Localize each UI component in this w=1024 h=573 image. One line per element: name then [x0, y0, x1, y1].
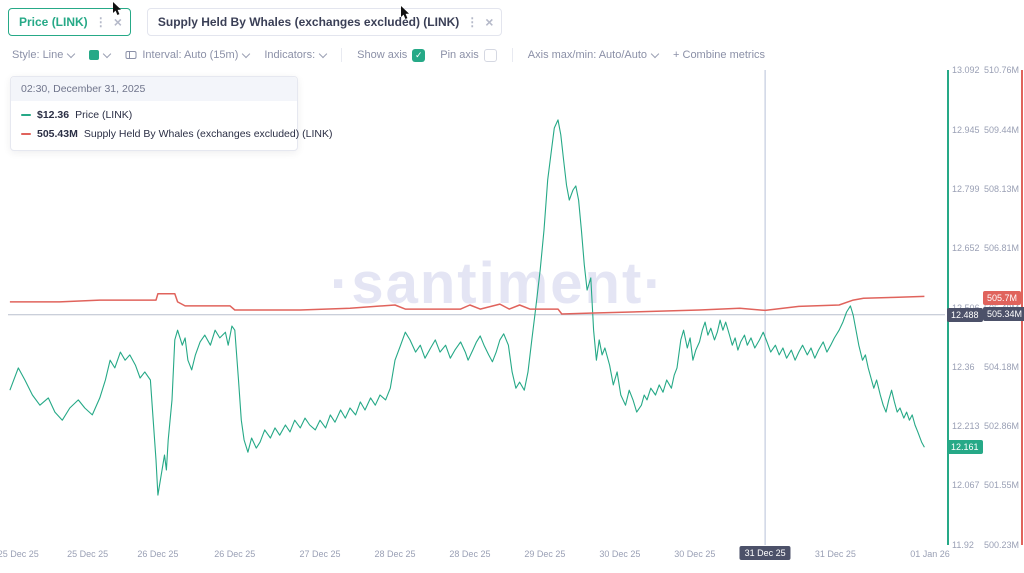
- show-axis-toggle[interactable]: Show axis ✓: [357, 48, 426, 62]
- tab-supply-label: Supply Held By Whales (exchanges exclude…: [157, 15, 460, 29]
- indicators-dropdown[interactable]: Indicators:: [264, 49, 328, 61]
- x-axis-label: 28 Dec 25: [449, 549, 491, 559]
- tooltip-row-supply: 505.43M Supply Held By Whales (exchanges…: [21, 128, 333, 140]
- chevron-down-icon: [67, 49, 76, 58]
- toolbar-divider: [511, 48, 513, 62]
- indicators-label: Indicators:: [264, 49, 316, 61]
- price-axis-label: 12.213: [952, 421, 980, 432]
- close-icon[interactable]: ×: [485, 14, 494, 30]
- kebab-menu-icon[interactable]: ⋮: [466, 15, 479, 29]
- close-icon[interactable]: ×: [113, 14, 122, 30]
- price-line-series: [9, 119, 925, 496]
- chevron-down-icon: [242, 49, 251, 58]
- supply-axis-label: 506.81M: [984, 243, 1020, 254]
- tab-price-label: Price (LINK): [19, 15, 88, 29]
- supply-axis-badge: 505.34M: [983, 307, 1024, 322]
- style-label: Style: Line: [12, 49, 64, 61]
- tooltip-supply-value: 505.43M: [37, 128, 78, 140]
- checkbox-checked-icon[interactable]: ✓: [412, 48, 426, 62]
- combine-metrics-label: + Combine metrics: [673, 49, 766, 61]
- show-axis-label: Show axis: [357, 49, 408, 61]
- toolbar-divider: [341, 48, 343, 62]
- chevron-down-icon: [103, 49, 112, 58]
- chart-tooltip: 02:30, December 31, 2025 $12.36 Price (L…: [10, 76, 333, 151]
- checkbox-unchecked-icon[interactable]: [483, 48, 497, 62]
- interval-icon: [125, 51, 137, 59]
- price-axis-label: 12.652: [952, 243, 980, 254]
- interval-label: Interval: Auto (15m): [142, 49, 239, 61]
- supply-axis-label: 510.76M: [984, 65, 1020, 75]
- cursor-icon: [113, 2, 121, 15]
- interval-dropdown[interactable]: Interval: Auto (15m): [125, 49, 251, 61]
- chevron-down-icon: [318, 49, 328, 58]
- x-axis-label: 28 Dec 25: [374, 549, 416, 559]
- x-axis-label: 31 Dec 25: [814, 549, 856, 559]
- supply-line-series: [9, 292, 925, 315]
- price-axis-badge: 12.161: [947, 440, 983, 455]
- x-axis-label: 26 Dec 25: [137, 549, 179, 559]
- x-axis-label: 26 Dec 25: [214, 549, 256, 559]
- supply-series-marker: [21, 133, 31, 135]
- supply-axis-label: 500.23M: [984, 540, 1020, 550]
- x-axis-label: 25 Dec 25: [0, 549, 39, 559]
- axis-maxmin-label: Axis max/min: Auto/Auto: [527, 49, 648, 61]
- price-series-marker: [21, 114, 31, 116]
- tooltip-price-name: Price (LINK): [75, 109, 133, 121]
- x-axis-label: 25 Dec 25: [67, 549, 109, 559]
- supply-axis-label: 501.55M: [984, 480, 1020, 491]
- price-axis-label: 12.506: [952, 303, 980, 313]
- x-axis-label: 01 Jan 26: [910, 549, 950, 559]
- price-axis-label: 11.92: [952, 540, 974, 550]
- x-axis-label: 27 Dec 25: [299, 549, 341, 559]
- supply-axis-label: 502.86M: [984, 421, 1020, 432]
- price-axis-label: 12.067: [952, 480, 980, 491]
- supply-axis-label: 509.44M: [984, 124, 1020, 135]
- combine-metrics-button[interactable]: + Combine metrics: [673, 49, 765, 61]
- tab-price-link[interactable]: Price (LINK) ⋮ ×: [8, 8, 131, 36]
- kebab-menu-icon[interactable]: ⋮: [94, 15, 107, 29]
- style-dropdown[interactable]: Style: Line: [12, 49, 76, 61]
- price-axis-badge: 12.488: [947, 307, 983, 322]
- tooltip-row-price: $12.36 Price (LINK): [21, 109, 287, 121]
- x-axis-label: 29 Dec 25: [524, 549, 566, 559]
- chart-plot[interactable]: [8, 70, 945, 545]
- chart-toolbar: Style: Line Interval: Auto (15m) Indicat…: [12, 46, 765, 64]
- axis-maxmin-dropdown[interactable]: Axis max/min: Auto/Auto: [527, 49, 660, 61]
- color-swatch-icon: [89, 50, 100, 60]
- cursor-icon: [401, 6, 409, 19]
- price-axis-label: 12.36: [952, 361, 975, 372]
- tooltip-supply-name: Supply Held By Whales (exchanges exclude…: [83, 128, 333, 140]
- x-axis-label-selected: 31 Dec 25: [739, 546, 791, 560]
- chevron-down-icon: [650, 49, 660, 58]
- price-axis-line: [947, 70, 949, 545]
- price-axis-label: 12.945: [952, 124, 980, 135]
- pin-axis-label: Pin axis: [440, 49, 479, 61]
- tab-supply-whales[interactable]: Supply Held By Whales (exchanges exclude…: [146, 8, 503, 36]
- series-color-picker[interactable]: [89, 49, 112, 60]
- pin-axis-toggle[interactable]: Pin axis: [440, 48, 497, 62]
- x-axis-label: 30 Dec 25: [599, 549, 641, 559]
- x-axis-label: 30 Dec 25: [674, 549, 716, 559]
- price-axis-label: 13.092: [952, 65, 980, 75]
- tooltip-price-value: $12.36: [37, 109, 70, 121]
- metric-tabs: Price (LINK) ⋮ × Supply Held By Whales (…: [8, 8, 503, 36]
- supply-axis-label: 508.13M: [984, 183, 1020, 194]
- tooltip-timestamp: 02:30, December 31, 2025: [11, 77, 297, 101]
- supply-axis-badge: 505.7M: [983, 291, 1022, 306]
- price-axis-label: 12.799: [952, 183, 980, 194]
- supply-axis-label: 504.18M: [984, 361, 1020, 372]
